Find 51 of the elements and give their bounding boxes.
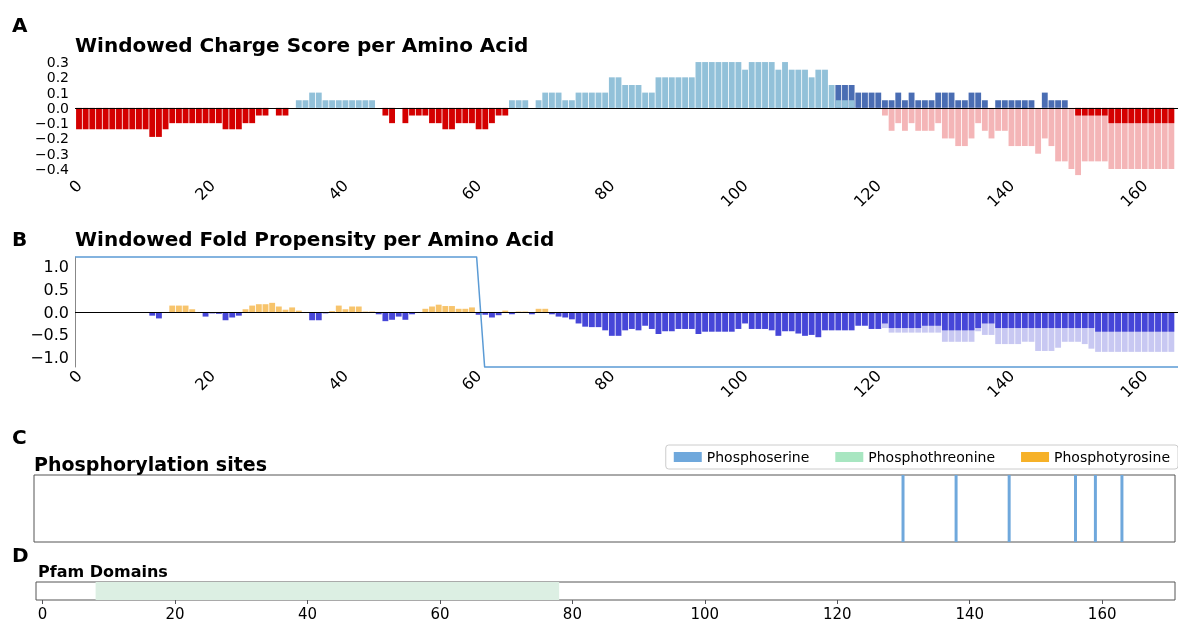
y-tick-label: 0.2 (46, 69, 69, 86)
y-tick-label: −0.2 (35, 130, 69, 147)
text: C (12, 425, 27, 449)
chart-title: Phosphorylation sites (34, 452, 267, 475)
x-tick-label: 80 (590, 175, 619, 204)
x-tick-label: 20 (165, 604, 185, 621)
y-tick-label: 0.3 (46, 54, 69, 71)
x-tick-label: 40 (324, 175, 353, 204)
y-tick-label: −0.5 (30, 325, 69, 345)
x-tick-label: 160 (1116, 366, 1152, 402)
legend-label: Phosphothreonine (868, 449, 996, 465)
y-tick-label: 1.0 (43, 256, 69, 276)
x-tick-label: 60 (457, 175, 486, 204)
y-tick-label: 0.1 (46, 84, 69, 101)
legend-label: Phosphoserine (706, 449, 810, 465)
chart-title: Pfam Domains (38, 561, 168, 581)
x-tick-label: 0 (37, 604, 48, 621)
x-tick-label: 100 (716, 366, 752, 402)
x-tick-label: 120 (822, 604, 852, 621)
x-tick-label: 80 (590, 366, 619, 395)
x-tick-label: 60 (457, 366, 486, 395)
x-tick-label: 20 (191, 366, 219, 395)
y-tick-label: 0.0 (46, 99, 69, 116)
legend-label: Phosphotyrosine (1054, 449, 1171, 465)
x-tick-label: 40 (297, 604, 318, 621)
x-tick-label: 60 (430, 604, 450, 621)
x-tick-label: 140 (955, 604, 985, 621)
chart-title: Windowed Fold Propensity per Amino Acid (75, 227, 555, 251)
x-tick-label: 40 (324, 366, 353, 395)
y-tick-label: 0.0 (43, 302, 69, 322)
chart-title: Windowed Charge Score per Amino Acid (75, 33, 529, 57)
x-tick-label: 20 (191, 175, 219, 204)
x-tick-label: 120 (849, 175, 885, 211)
x-tick-label: 100 (716, 175, 752, 211)
x-tick-label: 160 (1087, 604, 1117, 621)
x-tick-label: 140 (983, 366, 1019, 402)
y-tick-label: 0.5 (43, 279, 69, 299)
x-tick-label: 100 (690, 604, 720, 621)
x-tick-label: 0 (65, 175, 86, 197)
text: B (12, 227, 28, 251)
y-tick-label: −0.3 (35, 145, 69, 162)
x-tick-label: 140 (983, 175, 1019, 211)
y-tick-label: −0.1 (35, 115, 69, 132)
y-tick-label: −1.0 (30, 348, 69, 368)
x-tick-label: 80 (562, 604, 582, 621)
x-tick-label: 120 (849, 366, 885, 402)
text: A (12, 13, 28, 37)
text: D (12, 543, 29, 567)
x-tick-label: 0 (65, 366, 86, 387)
y-tick-label: −0.4 (35, 160, 70, 177)
x-tick-label: 160 (1116, 175, 1152, 211)
